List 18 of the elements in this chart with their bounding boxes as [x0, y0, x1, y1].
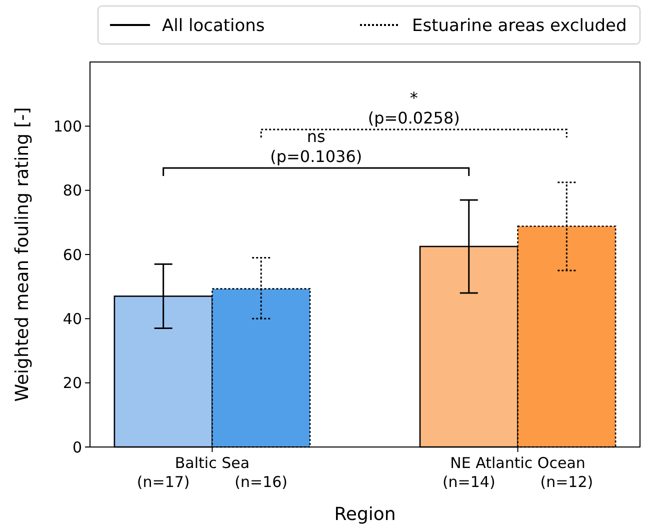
legend-label: All locations — [162, 16, 265, 36]
x-axis-title: Region — [334, 504, 396, 525]
text: (n=12) — [540, 473, 594, 491]
x-tick-label: NE Atlantic Ocean — [450, 454, 586, 472]
y-tick-label: 60 — [62, 246, 82, 264]
y-tick-label: 20 — [62, 374, 82, 392]
x-tick-label: Baltic Sea — [174, 454, 250, 472]
y-tick-label: 100 — [53, 117, 82, 136]
y-tick-label: 80 — [62, 182, 82, 200]
text: (n=16) — [234, 473, 288, 491]
y-tick-label: 40 — [62, 310, 82, 328]
annotation: * (p=0.0258) — [368, 88, 460, 128]
y-tick-label: 0 — [72, 438, 82, 456]
text: (n=14) — [442, 473, 496, 491]
text: (n=17) — [136, 473, 190, 491]
annotation: ns (p=0.1036) — [270, 127, 362, 166]
y-axis-title: Weighted mean fouling rating [-] — [12, 107, 33, 402]
legend-label: Estuarine areas excluded — [412, 16, 627, 36]
